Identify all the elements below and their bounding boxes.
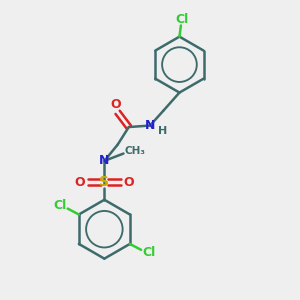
Text: N: N xyxy=(99,154,110,167)
Text: H: H xyxy=(158,126,167,136)
Text: Cl: Cl xyxy=(175,13,188,26)
Text: O: O xyxy=(124,176,134,189)
Text: N: N xyxy=(145,119,155,132)
Text: Cl: Cl xyxy=(53,199,66,212)
Text: Cl: Cl xyxy=(142,246,156,259)
Text: CH₃: CH₃ xyxy=(124,146,145,156)
Text: O: O xyxy=(74,176,85,189)
Text: S: S xyxy=(99,175,110,189)
Text: O: O xyxy=(111,98,122,111)
